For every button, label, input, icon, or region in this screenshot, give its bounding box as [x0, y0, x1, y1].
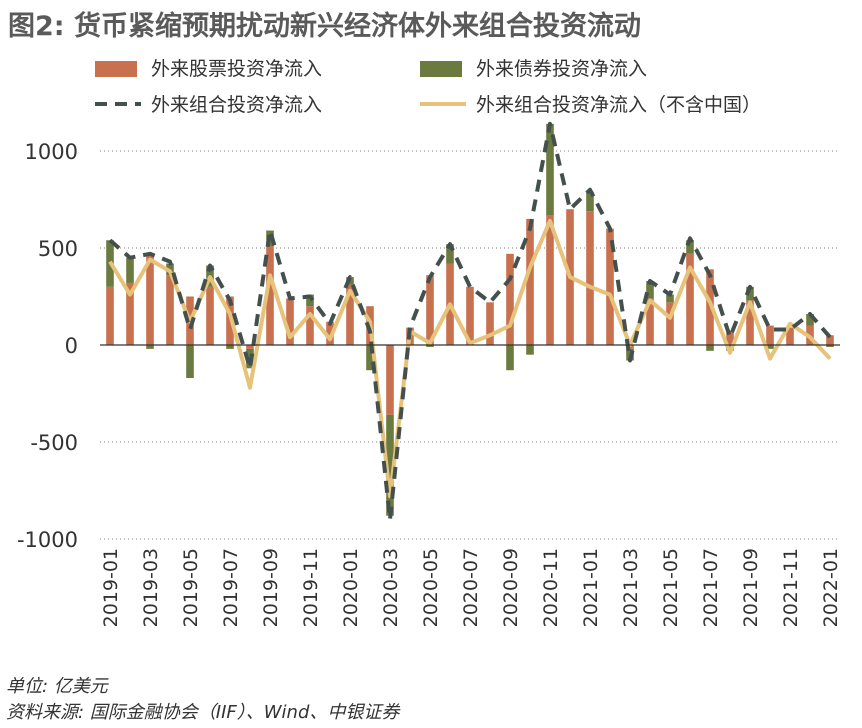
equity-bar: [426, 275, 434, 345]
y-tick-label: 0: [65, 334, 78, 358]
equity-bar: [486, 302, 494, 345]
equity-bar: [326, 321, 334, 345]
bond-bar: [446, 244, 454, 264]
x-tick-label: 2019-09: [260, 548, 282, 627]
bond-bar: [746, 286, 754, 301]
equity-bar: [506, 253, 514, 345]
bond-bar: [226, 345, 234, 349]
bond-bar: [706, 345, 714, 351]
bond-bar: [386, 414, 394, 516]
x-tick-label: 2021-01: [580, 548, 602, 627]
x-tick-label: 2021-07: [700, 548, 722, 627]
source-note: 资料来源: 国际金融协会（IIF）、Wind、中银证券: [6, 702, 400, 723]
bond-bar: [826, 345, 834, 347]
x-tick-label: 2019-07: [220, 548, 242, 627]
bond-bar: [146, 345, 154, 349]
equity-bar: [726, 331, 734, 345]
bond-bar: [506, 345, 514, 371]
legend-swatch: [420, 61, 462, 77]
x-tick-label: 2022-01: [820, 548, 842, 627]
x-tick-label: 2019-01: [100, 548, 122, 627]
equity-bar: [546, 215, 554, 345]
x-tick-label: 2020-11: [540, 548, 562, 627]
x-tick-label: 2019-03: [140, 548, 162, 627]
x-tick-label: 2021-09: [740, 548, 762, 627]
bond-bar: [766, 345, 774, 349]
x-tick-label: 2019-11: [300, 548, 322, 627]
x-tick-label: 2020-05: [420, 548, 442, 627]
x-tick-label: 2021-05: [660, 548, 682, 627]
x-tick-label: 2020-07: [460, 548, 482, 627]
bond-bar: [646, 280, 654, 299]
chart-title: 图2: 货币紧缩预期扰动新兴经济体外来组合投资流动: [8, 11, 641, 42]
bond-bar: [126, 257, 134, 283]
equity-bar: [166, 275, 174, 345]
legend-label: 外来组合投资净流入（不含中国）: [476, 94, 761, 116]
equity-bar: [606, 228, 614, 345]
x-tick-label: 2019-05: [180, 548, 202, 627]
y-tick-label: -500: [30, 431, 78, 455]
x-tick-label: 2021-11: [780, 548, 802, 627]
equity-bar: [786, 327, 794, 345]
equity-bar: [766, 325, 774, 345]
bond-bar: [186, 345, 194, 378]
bond-bar: [586, 191, 594, 212]
bond-bar: [686, 240, 694, 254]
equity-bar: [386, 345, 394, 415]
equity-bar: [106, 286, 114, 345]
equity-bar: [246, 345, 254, 349]
bond-bar: [666, 294, 674, 303]
equity-bar: [206, 286, 214, 345]
legend-label: 外来股票投资净流入: [151, 58, 322, 80]
equity-bars: [106, 209, 834, 415]
equity-bar: [266, 246, 274, 345]
equity-bar: [466, 286, 474, 345]
equity-bar: [666, 302, 674, 345]
x-tick-label: 2020-01: [340, 548, 362, 627]
y-tick-label: 1000: [25, 140, 78, 164]
unit-note: 单位: 亿美元: [6, 676, 108, 697]
legend-swatch: [95, 61, 137, 77]
y-tick-label: -1000: [17, 528, 78, 552]
x-tick-label: 2021-03: [620, 548, 642, 627]
equity-bar: [686, 253, 694, 345]
equity-bar: [286, 298, 294, 345]
equity-bar: [646, 298, 654, 345]
x-tick-label: 2020-09: [500, 548, 522, 627]
portfolio-line: [108, 121, 832, 522]
bond-bar: [526, 345, 534, 355]
bond-bar: [306, 294, 314, 307]
bond-bar: [546, 123, 554, 216]
y-tick-label: 500: [38, 237, 78, 261]
equity-bar: [526, 218, 534, 345]
equity-bar: [826, 335, 834, 345]
series-lines: [108, 121, 832, 522]
bond-bar: [806, 313, 814, 326]
axes: -1000 -500 0 500 1000 2019-01 2019-03 2019-05 20…: [17, 140, 842, 627]
equity-bar: [146, 253, 154, 345]
equity-bar: [126, 282, 134, 345]
equity-bar: [346, 284, 354, 345]
equity-bar: [746, 300, 754, 345]
equity-bar: [306, 306, 314, 345]
gridlines: [100, 150, 840, 540]
bond-bar: [366, 345, 374, 371]
x-tick-label: 2020-03: [380, 548, 402, 627]
equity-bar: [586, 211, 594, 345]
ex-china-line: [108, 218, 832, 499]
legend-label: 外来债券投资净流入: [476, 58, 647, 80]
legend-label: 外来组合投资净流入: [151, 94, 322, 116]
bond-bar: [426, 345, 434, 347]
